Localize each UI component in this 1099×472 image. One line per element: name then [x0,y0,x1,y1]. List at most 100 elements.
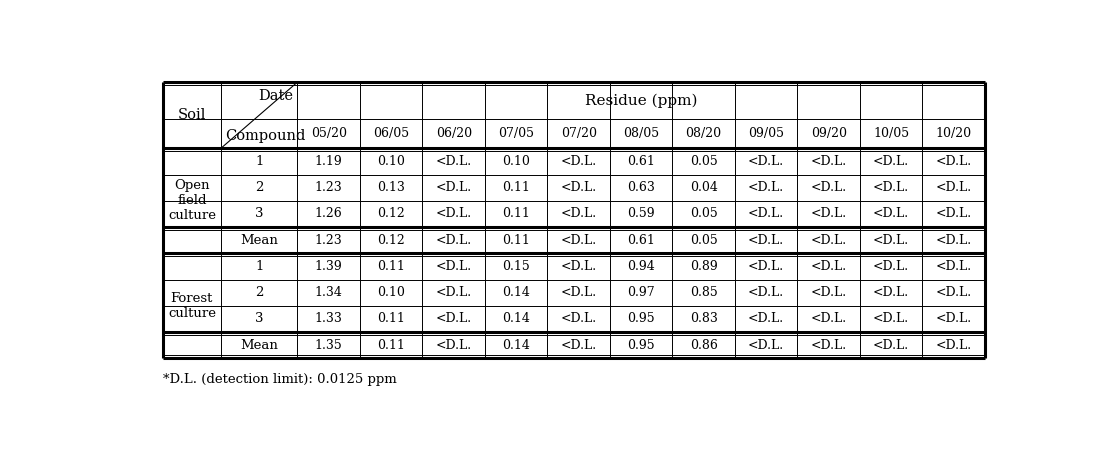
Text: <D.L.: <D.L. [873,286,909,299]
Text: 0.89: 0.89 [690,260,718,273]
Text: <D.L.: <D.L. [873,181,909,194]
Text: 1: 1 [255,155,264,168]
Text: 1.23: 1.23 [315,181,343,194]
Text: Forest
culture: Forest culture [168,292,215,320]
Text: 0.12: 0.12 [377,208,406,220]
Text: <D.L.: <D.L. [560,312,597,325]
Text: <D.L.: <D.L. [873,312,909,325]
Text: 09/20: 09/20 [811,127,846,140]
Text: 0.14: 0.14 [502,339,530,352]
Text: <D.L.: <D.L. [435,208,471,220]
Text: 1.39: 1.39 [315,260,343,273]
Text: 0.59: 0.59 [628,208,655,220]
Text: 0.14: 0.14 [502,286,530,299]
Text: Compound: Compound [225,129,306,143]
Text: 08/05: 08/05 [623,127,659,140]
Text: <D.L.: <D.L. [811,208,846,220]
Text: 0.11: 0.11 [502,181,530,194]
Text: <D.L.: <D.L. [811,155,846,168]
Text: 0.10: 0.10 [377,155,406,168]
Text: 0.11: 0.11 [377,339,406,352]
Text: <D.L.: <D.L. [748,339,785,352]
Text: 0.12: 0.12 [377,234,406,247]
Text: <D.L.: <D.L. [811,286,846,299]
Text: 0.05: 0.05 [690,155,718,168]
Text: <D.L.: <D.L. [748,312,785,325]
Text: <D.L.: <D.L. [873,208,909,220]
Text: 1.33: 1.33 [314,312,343,325]
Text: <D.L.: <D.L. [935,155,972,168]
Text: <D.L.: <D.L. [560,234,597,247]
Text: 06/20: 06/20 [435,127,471,140]
Text: 0.85: 0.85 [690,286,718,299]
Text: Mean: Mean [241,234,278,247]
Text: 10/05: 10/05 [873,127,909,140]
Text: <D.L.: <D.L. [811,181,846,194]
Text: 0.95: 0.95 [628,312,655,325]
Text: 0.05: 0.05 [690,234,718,247]
Text: <D.L.: <D.L. [873,234,909,247]
Text: Soil: Soil [178,108,207,122]
Text: 0.61: 0.61 [628,234,655,247]
Text: 09/05: 09/05 [748,127,785,140]
Text: <D.L.: <D.L. [560,286,597,299]
Text: <D.L.: <D.L. [873,339,909,352]
Text: 3: 3 [255,208,264,220]
Text: 0.11: 0.11 [377,312,406,325]
Text: <D.L.: <D.L. [560,155,597,168]
Text: 0.15: 0.15 [502,260,530,273]
Text: 0.94: 0.94 [628,260,655,273]
Text: <D.L.: <D.L. [873,260,909,273]
Text: 1.19: 1.19 [315,155,343,168]
Text: <D.L.: <D.L. [748,155,785,168]
Text: <D.L.: <D.L. [748,234,785,247]
Text: 06/05: 06/05 [374,127,409,140]
Text: 0.86: 0.86 [690,339,718,352]
Text: 10/20: 10/20 [935,127,972,140]
Text: 0.97: 0.97 [628,286,655,299]
Text: 1: 1 [255,260,264,273]
Text: <D.L.: <D.L. [435,181,471,194]
Text: 05/20: 05/20 [311,127,347,140]
Text: <D.L.: <D.L. [811,312,846,325]
Text: <D.L.: <D.L. [935,260,972,273]
Text: 0.04: 0.04 [690,181,718,194]
Text: 1.26: 1.26 [315,208,343,220]
Text: <D.L.: <D.L. [560,339,597,352]
Text: Mean: Mean [241,339,278,352]
Text: 0.11: 0.11 [377,260,406,273]
Text: <D.L.: <D.L. [748,181,785,194]
Text: 0.13: 0.13 [377,181,406,194]
Text: <D.L.: <D.L. [435,234,471,247]
Text: <D.L.: <D.L. [935,234,972,247]
Text: <D.L.: <D.L. [748,260,785,273]
Text: <D.L.: <D.L. [435,260,471,273]
Text: <D.L.: <D.L. [873,155,909,168]
Text: 08/20: 08/20 [686,127,722,140]
Text: 07/05: 07/05 [498,127,534,140]
Text: <D.L.: <D.L. [560,260,597,273]
Text: <D.L.: <D.L. [748,208,785,220]
Text: 0.05: 0.05 [690,208,718,220]
Text: <D.L.: <D.L. [560,181,597,194]
Text: 0.95: 0.95 [628,339,655,352]
Text: 0.63: 0.63 [628,181,655,194]
Text: <D.L.: <D.L. [748,286,785,299]
Text: 2: 2 [255,181,264,194]
Text: Residue (ppm): Residue (ppm) [585,93,698,108]
Text: 0.14: 0.14 [502,312,530,325]
Text: 07/20: 07/20 [560,127,597,140]
Text: 0.61: 0.61 [628,155,655,168]
Text: 2: 2 [255,286,264,299]
Text: 1.34: 1.34 [314,286,343,299]
Text: <D.L.: <D.L. [811,339,846,352]
Text: <D.L.: <D.L. [935,286,972,299]
Text: <D.L.: <D.L. [935,208,972,220]
Text: <D.L.: <D.L. [935,312,972,325]
Text: 1.23: 1.23 [315,234,343,247]
Text: <D.L.: <D.L. [435,339,471,352]
Text: 0.10: 0.10 [377,286,406,299]
Text: <D.L.: <D.L. [811,234,846,247]
Text: 0.83: 0.83 [690,312,718,325]
Text: Date: Date [258,89,293,102]
